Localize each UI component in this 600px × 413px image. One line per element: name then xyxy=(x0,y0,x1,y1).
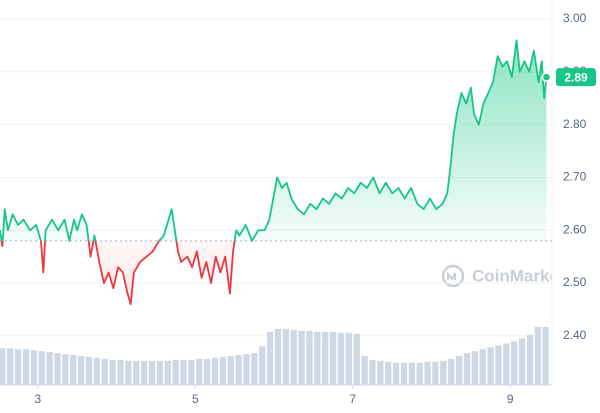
volume-bar xyxy=(314,331,321,385)
volume-bar xyxy=(329,331,337,385)
volume-bar xyxy=(148,360,156,385)
volume-bar xyxy=(306,330,313,385)
volume-bar xyxy=(408,362,415,385)
volume-bar xyxy=(322,331,329,385)
volume-bar xyxy=(534,327,541,385)
volume-bar xyxy=(77,356,85,385)
x-tick-label: 7 xyxy=(349,392,356,406)
volume-bar xyxy=(503,343,510,385)
volume-bar xyxy=(274,328,282,385)
volume-bar xyxy=(188,359,195,385)
volume-bar xyxy=(487,347,494,385)
price-line xyxy=(0,39,548,306)
y-tick-label: 2.60 xyxy=(563,222,587,236)
volume-bar xyxy=(369,359,376,385)
volume-bar xyxy=(227,356,234,385)
volume-bar xyxy=(156,360,164,385)
volume-bar xyxy=(282,328,289,385)
volume-bar xyxy=(440,360,447,385)
volume-bar xyxy=(266,331,274,385)
volume-bar xyxy=(385,361,392,385)
volume-bar xyxy=(172,359,179,385)
volume-bar xyxy=(259,346,266,385)
volume-bar xyxy=(109,359,116,385)
x-tick-label: 9 xyxy=(507,392,514,406)
volume-bar xyxy=(526,334,534,385)
watermark: CoinMarketCap xyxy=(472,266,597,285)
y-tick-label: 2.50 xyxy=(563,275,587,289)
volume-bar xyxy=(22,349,30,385)
volume-bar xyxy=(133,360,140,385)
last-point xyxy=(541,72,552,82)
volume-bar xyxy=(400,362,408,385)
volume-bar xyxy=(211,357,219,385)
volume-bar xyxy=(243,354,250,385)
volume-bar xyxy=(196,358,203,385)
volume-bar xyxy=(70,355,77,385)
volume-bar xyxy=(14,349,22,385)
volume-bar xyxy=(361,356,368,385)
price-badge xyxy=(556,68,596,87)
volume-bar xyxy=(392,362,400,385)
volume-bar xyxy=(518,338,526,385)
volume-bar xyxy=(38,351,45,385)
volume-bar xyxy=(140,360,148,385)
price-badge-label: 2.89 xyxy=(564,70,588,84)
volume-bar xyxy=(345,332,352,385)
watermark-logo xyxy=(441,264,465,288)
volume-bar xyxy=(54,353,61,385)
volume-bar xyxy=(448,358,455,385)
x-tick-label: 3 xyxy=(34,392,41,406)
volume-bar xyxy=(203,358,211,385)
volume-bar xyxy=(455,356,463,385)
volume-bar xyxy=(495,345,502,385)
volume-bar xyxy=(117,359,124,385)
volume-bar xyxy=(101,358,108,385)
volume-bar xyxy=(30,350,38,385)
volume-bar xyxy=(251,353,258,385)
volume-bar xyxy=(479,349,486,385)
x-tick-label: 5 xyxy=(192,392,199,406)
volume-bar xyxy=(46,352,53,385)
volume-bar xyxy=(471,351,478,385)
price-area xyxy=(0,40,547,305)
y-tick-label: 2.80 xyxy=(563,117,587,131)
volume-bar xyxy=(511,341,518,385)
volume-bar xyxy=(424,361,431,385)
volume-bar xyxy=(164,360,171,385)
volume-bar xyxy=(298,330,305,385)
volume-bar xyxy=(62,354,69,385)
volume-bar xyxy=(219,356,226,385)
volume-bar xyxy=(416,362,423,385)
volume-bar xyxy=(180,359,187,385)
volume-bar xyxy=(542,327,549,385)
y-tick-label: 2.70 xyxy=(563,170,587,184)
y-tick-label: 3.00 xyxy=(563,11,587,25)
volume-bar xyxy=(93,357,101,385)
volume-bar xyxy=(0,348,6,385)
volume-bar xyxy=(463,353,471,385)
volume-bar xyxy=(85,356,93,385)
y-tick-label: 2.40 xyxy=(563,328,587,342)
volume-bar xyxy=(7,348,14,385)
volume-bar xyxy=(432,361,439,385)
volume-bar xyxy=(290,329,297,385)
volume-bar xyxy=(353,333,360,385)
volume-bar xyxy=(235,355,242,385)
volume-bar xyxy=(337,332,345,385)
volume-bar xyxy=(125,360,132,385)
volume-bar xyxy=(377,360,384,385)
